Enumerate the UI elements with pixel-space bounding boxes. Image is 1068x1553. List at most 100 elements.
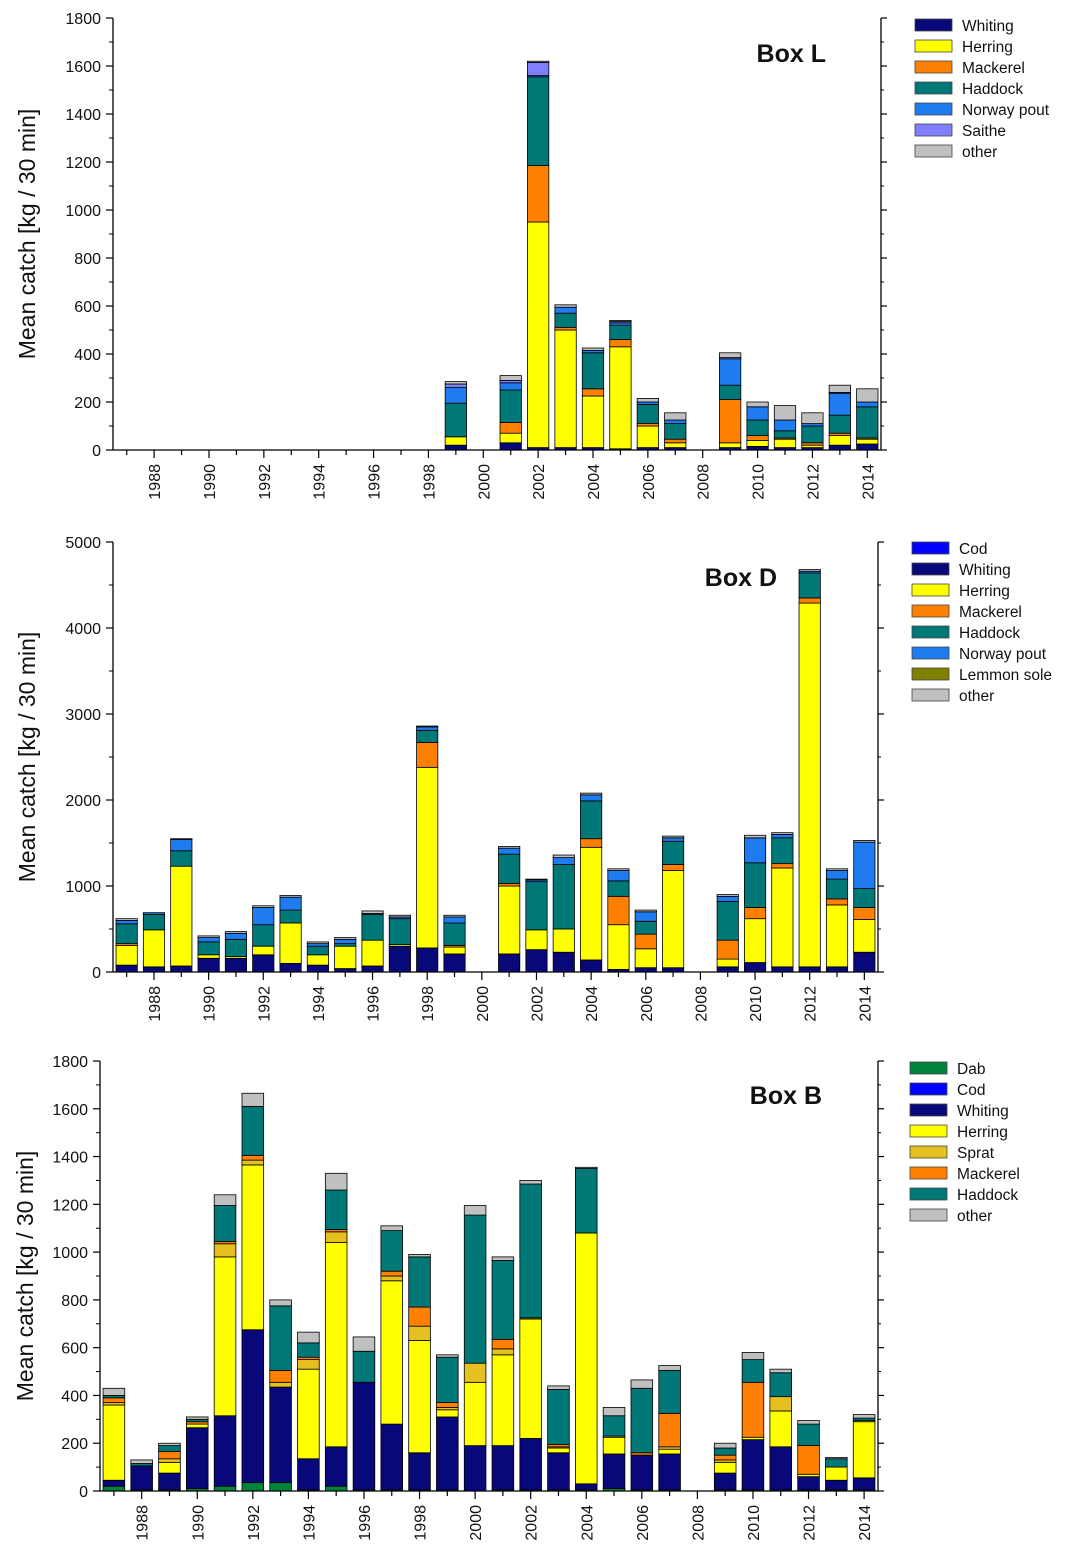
bar-segment-mackerel-2009 <box>719 399 742 444</box>
x-tick-label: 2010 <box>751 464 768 500</box>
legend-label: Haddock <box>962 81 1023 98</box>
bar-segment-whiting-2006 <box>630 1454 654 1491</box>
bar-segment-other-1996 <box>352 1336 376 1352</box>
bar-group <box>102 1092 876 1492</box>
bar-segment-haddock-1989 <box>158 1445 181 1452</box>
legend-label: Herring <box>959 583 1010 600</box>
y-tick-label: 200 <box>61 1436 88 1453</box>
x-tick-label: 2002 <box>524 1505 541 1541</box>
x-tick-label: 1998 <box>420 986 437 1022</box>
bar-segment-whiting-2003 <box>552 951 575 973</box>
bar-segment-haddock-2006 <box>630 1387 654 1454</box>
bar-segment-norway-pout-2011 <box>773 419 797 432</box>
bar-segment-herring-1998 <box>416 766 439 949</box>
bar-segment-other-2006 <box>634 909 657 913</box>
x-tick-label: 1996 <box>357 1505 374 1541</box>
bar-segment-norway-pout-1999 <box>444 387 467 404</box>
bar-segment-haddock-2011 <box>773 430 797 439</box>
y-tick-label: 1000 <box>65 879 101 896</box>
bar-segment-sprat-2011 <box>769 1396 792 1412</box>
bar-segment-other-1992 <box>241 1092 265 1107</box>
bar-segment-whiting-2013 <box>825 1479 848 1491</box>
bar-segment-herring-2010 <box>744 918 767 963</box>
bar-segment-other-1988 <box>130 1459 153 1464</box>
bar-segment-whiting-2012 <box>798 966 821 973</box>
x-tick-label: 2012 <box>805 464 822 500</box>
bar-segment-herring-1994 <box>297 1368 320 1460</box>
bar-segment-herring-1989 <box>158 1461 181 1474</box>
bar-segment-other-1994 <box>297 1331 320 1344</box>
bar-segment-norway-pout-2007 <box>664 419 687 424</box>
legend-label: Herring <box>962 39 1013 56</box>
bar-segment-mackerel-2007 <box>662 864 685 871</box>
bar-segment-herring-2009 <box>716 958 739 968</box>
y-tick-label: 1200 <box>65 155 101 172</box>
bar-segment-haddock-2000 <box>463 1214 487 1364</box>
bar-segment-other-2002 <box>519 1180 542 1185</box>
y-tick-label: 1200 <box>52 1197 88 1214</box>
y-tick-label: 1800 <box>65 11 101 28</box>
bar-segment-haddock-1998 <box>416 729 439 743</box>
bar-segment-mackerel-2001 <box>491 1338 515 1350</box>
bar-segment-whiting-2009 <box>716 966 739 973</box>
bar-segment-herring-1999 <box>443 946 466 955</box>
bar-segment-other-1989 <box>170 838 193 840</box>
bar-segment-whiting-2010 <box>744 962 767 973</box>
legend: Dab Cod Whiting Herring Sprat Mackerel Haddock… <box>909 1061 1020 1225</box>
bar-segment-haddock-1995 <box>324 1189 348 1230</box>
y-axis-title: Mean catch [kg / 30 min] <box>14 632 40 883</box>
bar-segment-herring-2011 <box>773 438 797 449</box>
bar-segment-herring-1995 <box>334 945 357 969</box>
bar-segment-norway-pout-2011 <box>771 834 794 839</box>
x-tick-label: 1990 <box>202 464 219 500</box>
bar-segment-haddock-1994 <box>306 945 329 956</box>
x-tick-label: 1988 <box>147 986 164 1022</box>
legend-swatch-haddock <box>909 1187 948 1201</box>
bar-segment-whiting-2010 <box>741 1439 765 1491</box>
bar-segment-norway-pout-1992 <box>252 907 275 926</box>
x-tick-label: 2004 <box>579 1505 596 1541</box>
y-tick-label: 1600 <box>52 1102 88 1119</box>
legend-label: other <box>959 688 994 705</box>
bar-segment-norway-pout-1995 <box>334 938 357 945</box>
legend-swatch-lemmon-sole <box>911 667 950 681</box>
legend: Cod Whiting Herring Mackerel Haddock Norway p… <box>911 541 1052 705</box>
chart-panel-box-d: 0 1000 2000 3000 4000 5000 1988 1990 1992 1994 199… <box>14 535 1052 1022</box>
bar-segment-mackerel-2009 <box>716 939 739 960</box>
bar-segment-mackerel-2004 <box>580 838 603 848</box>
bar-segment-other-2005 <box>609 319 632 322</box>
x-tick-label: 1988 <box>147 464 164 500</box>
x-tick-label: 1998 <box>413 1505 430 1541</box>
bar-segment-norway-pout-2014 <box>856 401 879 408</box>
bar-segment-norway-pout-2013 <box>825 870 849 880</box>
bar-segment-haddock-2004 <box>581 352 605 390</box>
legend-swatch-herring <box>909 1124 948 1138</box>
bar-segment-mackerel-2005 <box>609 339 632 348</box>
bar-segment-haddock-2011 <box>769 1372 792 1398</box>
legend-label: Whiting <box>959 562 1011 579</box>
bar-segment-other-2007 <box>662 835 685 839</box>
bar-segment-dab-1992 <box>241 1482 265 1492</box>
bar-segment-sprat-1995 <box>324 1231 348 1243</box>
bar-segment-whiting-1997 <box>380 1423 403 1491</box>
bar-segment-other-2001 <box>498 846 521 849</box>
bar-segment-saithe-2002 <box>527 62 550 77</box>
bar-segment-haddock-1998 <box>408 1256 431 1308</box>
bar-segment-other-1990 <box>197 935 220 939</box>
bar-segment-whiting-2004 <box>580 959 603 973</box>
bar-segment-other-2012 <box>798 569 821 572</box>
bar-segment-mackerel-2007 <box>664 438 687 444</box>
bar-segment-haddock-2007 <box>664 423 687 440</box>
bar-segment-whiting-1994 <box>306 964 329 973</box>
bar-segment-mackerel-2011 <box>771 863 794 869</box>
bar-segment-other-2005 <box>602 1406 626 1417</box>
bar-segment-other-2011 <box>771 832 794 835</box>
bar-segment-whiting-1999 <box>444 444 467 451</box>
y-tick-label: 600 <box>74 299 101 316</box>
bar-segment-herring-2000 <box>463 1381 487 1447</box>
bar-segment-mackerel-2012 <box>798 597 821 604</box>
x-tick-label: 2002 <box>529 986 546 1022</box>
bar-segment-other-1993 <box>279 895 302 898</box>
bar-segment-other-1997 <box>388 914 411 918</box>
